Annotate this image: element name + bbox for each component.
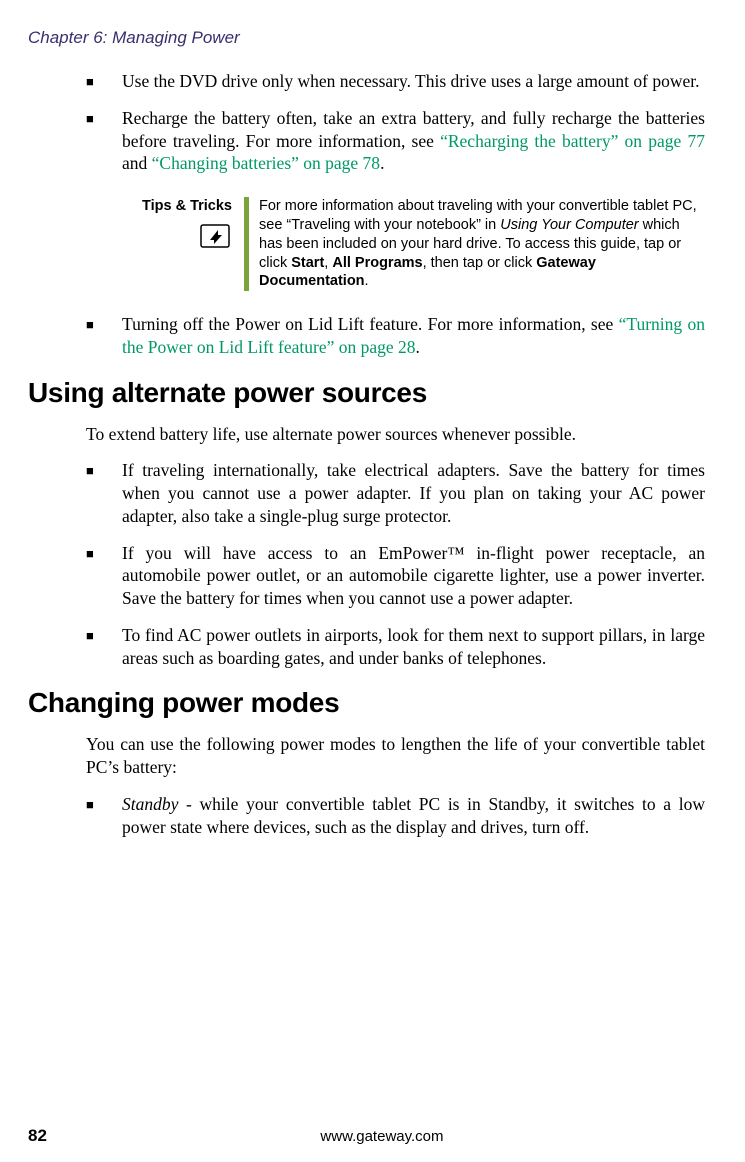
bullet-square-icon: ■	[86, 70, 122, 93]
bullet-text: If traveling internationally, take elect…	[122, 459, 705, 527]
bullet-item: ■ To find AC power outlets in airports, …	[86, 624, 705, 670]
bullet-item: ■ Standby - while your convertible table…	[86, 793, 705, 839]
footer-url: www.gateway.com	[47, 1128, 717, 1145]
text-run: .	[380, 153, 384, 173]
bullet-item: ■ If you will have access to an EmPower™…	[86, 542, 705, 610]
bullet-square-icon: ■	[86, 459, 122, 527]
text-bold: Start	[291, 255, 324, 271]
tips-content: For more information about traveling wit…	[259, 197, 705, 291]
tips-block: Tips & Tricks For more information about…	[116, 197, 705, 291]
text-run: Turning off the Power on Lid Lift featur…	[122, 314, 619, 334]
tips-icon	[198, 222, 232, 256]
bullet-text: If you will have access to an EmPower™ i…	[122, 542, 705, 610]
tips-green-bar	[244, 197, 249, 291]
bullet-square-icon: ■	[86, 107, 122, 175]
heading-alternate-power: Using alternate power sources	[28, 377, 705, 409]
bullet-square-icon: ■	[86, 313, 122, 359]
bullet-square-icon: ■	[86, 793, 122, 839]
page-number: 82	[28, 1126, 47, 1146]
text-run: - while your convertible tablet PC is in…	[122, 794, 705, 837]
sectionA-bullets: ■ If traveling internationally, take ele…	[86, 459, 705, 669]
text-run: and	[122, 153, 152, 173]
text-italic: Standby	[122, 794, 178, 814]
page-footer: 82 www.gateway.com	[28, 1126, 717, 1146]
bullet-text: Standby - while your convertible tablet …	[122, 793, 705, 839]
bullet-text: Recharge the battery often, take an extr…	[122, 107, 705, 175]
bullet-item: ■ Recharge the battery often, take an ex…	[86, 107, 705, 175]
chapter-header: Chapter 6: Managing Power	[28, 28, 705, 48]
after-tips-bullet-list: ■ Turning off the Power on Lid Lift feat…	[86, 313, 705, 359]
link-changing-batteries[interactable]: “Changing batteries” on page 78	[152, 153, 380, 173]
section-intro: You can use the following power modes to…	[86, 733, 705, 779]
tips-label-column: Tips & Tricks	[116, 197, 244, 291]
bullet-text: Turning off the Power on Lid Lift featur…	[122, 313, 705, 359]
text-run: .	[416, 337, 420, 357]
text-italic: Using Your Computer	[500, 217, 638, 233]
text-run: .	[365, 273, 369, 289]
bullet-text: To find AC power outlets in airports, lo…	[122, 624, 705, 670]
tips-label: Tips & Tricks	[116, 197, 232, 216]
sectionB-bullets: ■ Standby - while your convertible table…	[86, 793, 705, 839]
link-recharging-battery[interactable]: “Recharging the battery” on page 77	[440, 131, 705, 151]
text-run: , then tap or click	[423, 255, 537, 271]
text-bold: All Programs	[332, 255, 422, 271]
bullet-item: ■ If traveling internationally, take ele…	[86, 459, 705, 527]
bullet-square-icon: ■	[86, 624, 122, 670]
bullet-text: Use the DVD drive only when necessary. T…	[122, 70, 705, 93]
bullet-item: ■ Turning off the Power on Lid Lift feat…	[86, 313, 705, 359]
bullet-item: ■ Use the DVD drive only when necessary.…	[86, 70, 705, 93]
bullet-square-icon: ■	[86, 542, 122, 610]
top-bullet-list: ■ Use the DVD drive only when necessary.…	[86, 70, 705, 175]
heading-changing-power-modes: Changing power modes	[28, 687, 705, 719]
section-intro: To extend battery life, use alternate po…	[86, 423, 705, 446]
